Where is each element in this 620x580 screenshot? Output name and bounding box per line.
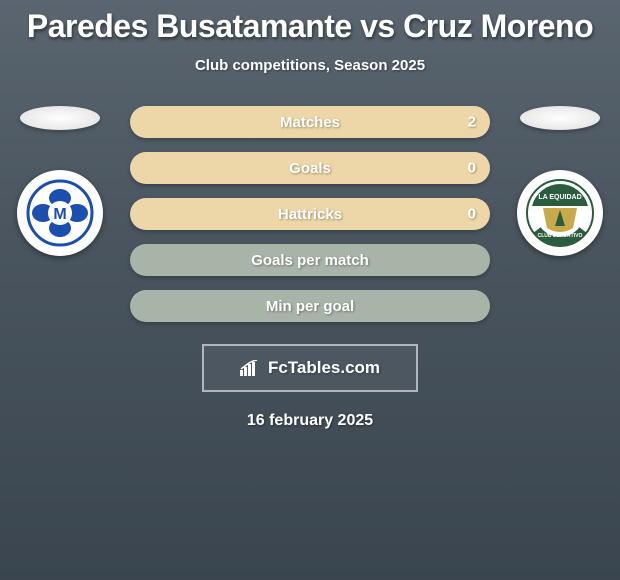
right-column: LA EQUIDAD CLUB DEPORTIVO	[510, 106, 610, 256]
stat-row: Min per goal	[130, 290, 490, 322]
stat-value-right: 0	[468, 206, 476, 223]
player-placeholder-left	[20, 106, 100, 130]
stat-row: Goals 0	[130, 152, 490, 184]
subtitle: Club competitions, Season 2025	[0, 57, 620, 74]
club-badge-right: LA EQUIDAD CLUB DEPORTIVO	[517, 170, 603, 256]
stat-label: Hattricks	[278, 206, 342, 223]
stat-row: Goals per match	[130, 244, 490, 276]
main-row: M Matches 2 Goals 0 Hattricks 0 Goals per matc…	[0, 106, 620, 322]
left-column: M	[10, 106, 110, 256]
svg-text:LA EQUIDAD: LA EQUIDAD	[538, 194, 581, 201]
stats-column: Matches 2 Goals 0 Hattricks 0 Goals per match M…	[130, 106, 490, 322]
club-crest-right-icon: LA EQUIDAD CLUB DEPORTIVO	[525, 178, 595, 248]
page-title: Paredes Busatamante vs Cruz Moreno	[0, 8, 620, 45]
club-badge-left: M	[17, 170, 103, 256]
branding-box: FcTables.com	[202, 344, 418, 392]
bar-chart-icon	[240, 360, 262, 376]
svg-text:CLUB DEPORTIVO: CLUB DEPORTIVO	[538, 233, 583, 239]
infographic-container: Paredes Busatamante vs Cruz Moreno Club …	[0, 0, 620, 580]
stat-value-right: 0	[468, 160, 476, 177]
stat-label: Matches	[280, 114, 340, 131]
club-crest-left-icon: M	[25, 178, 95, 248]
stat-label: Goals	[289, 160, 331, 177]
stat-value-right: 2	[468, 114, 476, 131]
stat-label: Goals per match	[251, 252, 369, 269]
svg-text:M: M	[53, 206, 66, 223]
stat-row: Matches 2	[130, 106, 490, 138]
stat-label: Min per goal	[266, 298, 354, 315]
stat-row: Hattricks 0	[130, 198, 490, 230]
player-placeholder-right	[520, 106, 600, 130]
branding-text: FcTables.com	[268, 358, 380, 378]
date-line: 16 february 2025	[0, 412, 620, 430]
